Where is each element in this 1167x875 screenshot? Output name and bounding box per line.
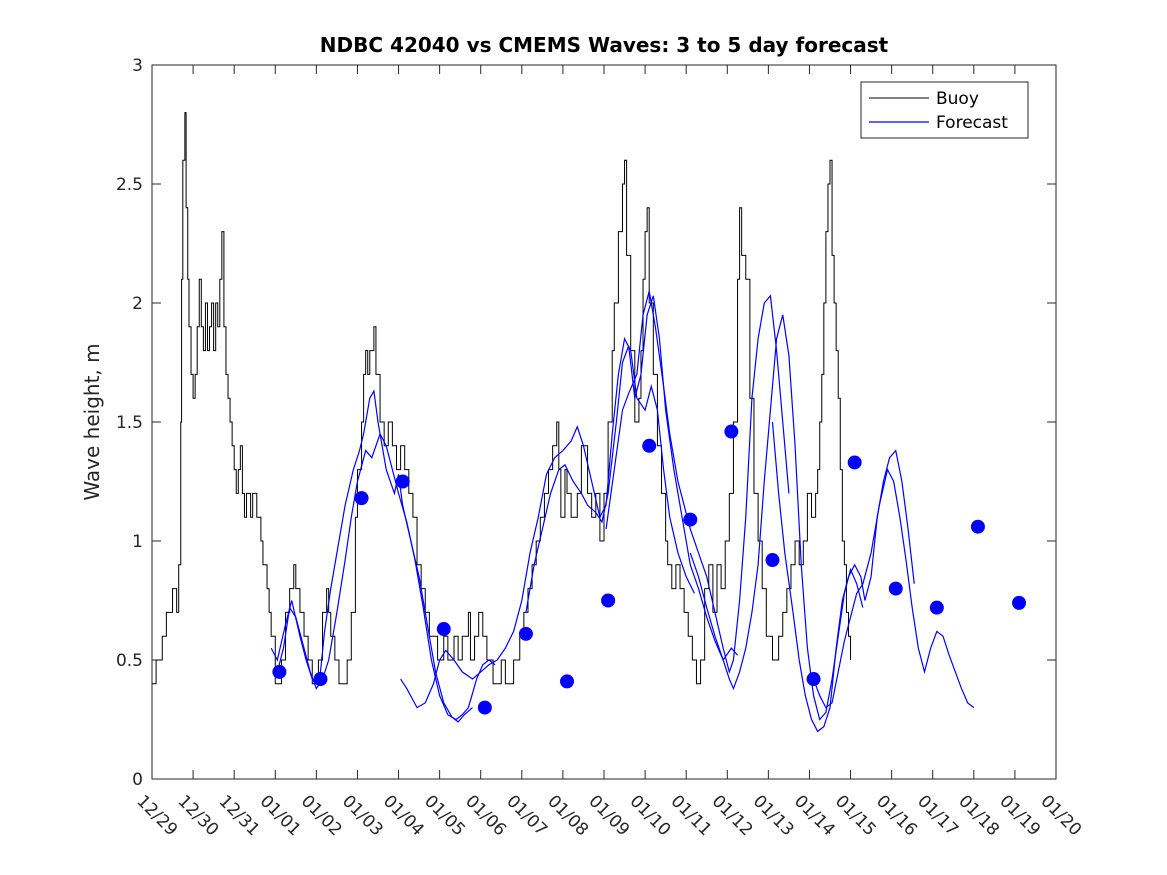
- forecast-marker: [395, 474, 410, 489]
- forecast-marker: [724, 424, 739, 439]
- y-tick-label: 1.5: [116, 413, 143, 433]
- y-tick-label: 0.5: [116, 651, 143, 671]
- forecast-marker: [642, 438, 657, 453]
- chart-title: NDBC 42040 vs CMEMS Waves: 3 to 5 day fo…: [320, 33, 889, 57]
- forecast-marker: [929, 600, 944, 615]
- y-tick-label: 1: [132, 532, 143, 552]
- y-tick-label: 3: [132, 56, 143, 76]
- buoy-series-line: [152, 112, 852, 685]
- forecast-marker: [518, 626, 533, 641]
- y-axis-label: Wave height, m: [80, 343, 104, 500]
- forecast-marker: [1012, 595, 1027, 610]
- y-tick-label: 2: [132, 294, 143, 314]
- forecast-marker: [477, 700, 492, 715]
- legend-forecast-label: Forecast: [936, 113, 1008, 133]
- forecast-marker: [436, 622, 451, 637]
- forecast-marker: [806, 672, 821, 687]
- forecast-marker: [683, 512, 698, 527]
- forecast-marker: [560, 674, 575, 689]
- forecast-marker: [272, 664, 287, 679]
- legend-buoy-label: Buoy: [936, 89, 979, 109]
- forecast-series-line: [525, 295, 738, 662]
- forecast-marker: [888, 581, 903, 596]
- legend-box: [860, 81, 1029, 139]
- forecast-series-line: [270, 389, 473, 723]
- y-tick-label: 2.5: [116, 175, 143, 195]
- forecast-series-line: [400, 336, 695, 709]
- forecast-marker: [601, 593, 616, 608]
- forecast-marker: [354, 491, 369, 506]
- forecast-marker: [847, 455, 862, 470]
- forecast-marker: [970, 519, 985, 534]
- forecast-marker: [765, 553, 780, 568]
- forecast-marker: [313, 672, 328, 687]
- forecast-series-line: [276, 432, 496, 721]
- forecast-series-line: [771, 421, 915, 733]
- forecast-series-line: [813, 467, 975, 709]
- forecast-series-line: [605, 290, 790, 674]
- y-tick-label: 0: [132, 770, 143, 790]
